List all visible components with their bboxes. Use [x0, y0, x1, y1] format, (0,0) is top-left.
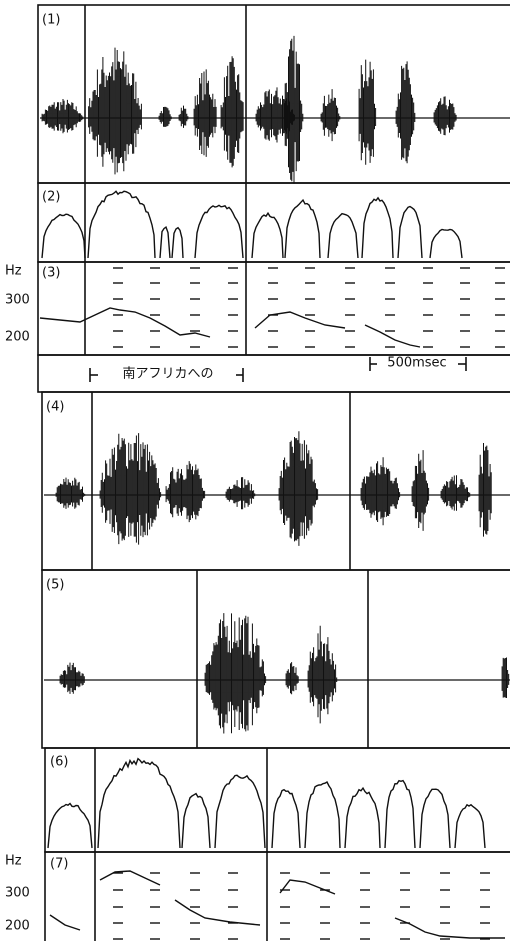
waveform-burst [204, 613, 266, 733]
pitch-contour [365, 325, 420, 347]
intensity-contour [430, 230, 462, 259]
panel-label: (6) [50, 755, 68, 770]
intensity-contour [345, 788, 380, 848]
waveform-burst [278, 431, 318, 546]
panel-label: (7) [50, 857, 68, 872]
intensity-contour [160, 227, 170, 258]
intensity-contour [398, 207, 422, 259]
panel-label: (5) [46, 578, 64, 593]
waveform-burst [55, 478, 85, 509]
waveform-burst [478, 443, 491, 537]
panel-label: (1) [42, 13, 60, 28]
intensity-contour [182, 794, 210, 848]
waveform-burst [411, 450, 429, 531]
waveform-burst [501, 658, 509, 699]
waveform-burst [178, 106, 188, 128]
intensity-contour [420, 789, 450, 848]
intensity-contour [385, 781, 415, 848]
unit-label: Hz [5, 854, 22, 869]
intensity-contour [328, 214, 358, 258]
intensity-contour [305, 782, 340, 848]
pitch-contour [50, 915, 80, 930]
waveform-burst [360, 457, 400, 525]
waveform-burst [225, 477, 255, 509]
phrase-caption: 南アフリカへの [122, 366, 213, 382]
intensity-contour [362, 198, 393, 258]
waveform-burst [99, 433, 161, 544]
waveform-burst [358, 60, 376, 165]
panel-frame [45, 852, 510, 941]
panel-frame [42, 570, 510, 748]
intensity-contour [252, 213, 283, 258]
waveform-burst [59, 663, 84, 694]
waveform-burst [320, 89, 340, 141]
intensity-contour [285, 200, 320, 258]
waveform-burst [158, 107, 171, 127]
speech-figure: (1) (2) (3) Hz 300 200 (4) (5) (6) (7) H… [0, 0, 510, 941]
pitch-contour [395, 918, 505, 938]
waveform-burst [41, 99, 83, 133]
intensity-contour [272, 790, 300, 848]
intensity-contour [98, 759, 180, 848]
intensity-contour [172, 228, 183, 258]
intensity-contour [455, 805, 485, 848]
waveform-burst [440, 475, 470, 511]
waveform-burst [307, 626, 337, 724]
tick-label: 200 [5, 330, 30, 345]
pitch-contour [175, 900, 260, 925]
waveform-burst [285, 662, 298, 694]
intensity-contour [215, 775, 265, 848]
tick-label: 300 [5, 886, 30, 901]
panel-label: (2) [42, 190, 60, 205]
intensity-contour [42, 214, 85, 258]
panel-label: (4) [46, 400, 64, 415]
waveform-burst [433, 96, 456, 135]
intensity-contour [88, 191, 155, 258]
waveform-burst [220, 56, 243, 167]
waveform-burst [283, 36, 303, 184]
waveform-burst [165, 461, 205, 522]
intensity-contour [48, 804, 92, 849]
pitch-contour [40, 308, 210, 337]
waveform-burst [395, 61, 415, 163]
panel-label: (3) [42, 266, 60, 281]
unit-label: Hz [5, 264, 22, 279]
tick-label: 200 [5, 919, 30, 934]
tick-label: 300 [5, 293, 30, 308]
figure: (1) (2) (3) Hz 300 200 (4) (5) (6) (7) H… [0, 0, 510, 941]
waveform-burst [88, 48, 143, 175]
pitch-contour [280, 880, 335, 894]
scale-caption: 500msec [387, 356, 446, 371]
intensity-contour [195, 205, 243, 258]
waveform-burst [193, 69, 216, 156]
